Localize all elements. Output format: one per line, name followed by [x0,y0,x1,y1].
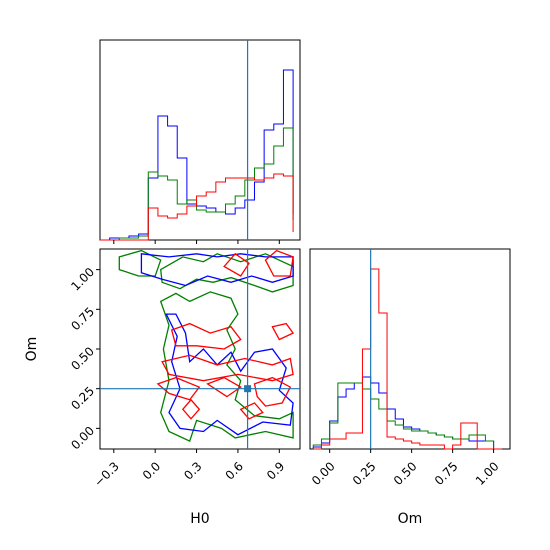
contour-red-9 [161,354,294,382]
contour-red-7 [170,322,242,350]
h0-xtick-label: 0.3 [181,459,204,482]
contour-red-13 [181,398,201,420]
h0-hist-red-series [100,173,294,241]
contour-layer [100,249,300,449]
h0-xtick-label: 0.9 [264,459,287,482]
contour-blue-3 [140,253,294,287]
tick-layer: −0.3 0.0 0.3 0.6 0.9 0.00 0.25 0.50 0.75 1.00 0.00… [68,240,502,490]
contour-red-14 [239,402,264,420]
om-ytick-label: 0.75 [68,305,97,334]
h0-hist-green-series [100,127,294,241]
om-ytick-label: 1.00 [68,265,97,294]
om-xtick-label: 0.00 [309,459,338,488]
om-hist-red-series [313,268,502,450]
contour-truth-marker [244,385,252,393]
h0-histogram-panel [99,39,301,241]
contour-red-11 [206,376,242,398]
h0-histogram-layer [100,40,294,241]
h0-xtick-label: 0.6 [223,459,246,482]
contour-green-0 [118,249,162,277]
x-axis-label-om: Om [398,511,423,527]
om-ytick-label: 0.50 [68,344,97,373]
h0-xtick-label: 0.0 [140,459,163,482]
contour-green-2 [159,291,294,442]
contour-blue-4 [165,313,294,436]
om-xtick-label: 0.75 [432,459,461,488]
contour-red-10 [156,376,201,401]
contour-green-1 [160,253,294,293]
contour-red-5 [264,249,294,277]
om-histogram-panel [309,248,511,450]
om-hist-green-series [312,382,502,450]
om-xtick-label: 0.25 [350,459,379,488]
h0-xtick-label: −0.3 [91,459,122,490]
contour-red-12 [253,376,292,407]
om-ytick-label: 0.25 [68,384,97,413]
om-histogram-layer [312,249,502,450]
contour-red-8 [271,322,295,341]
x-axis-label-h0: H0 [190,511,209,527]
y-axis-label-om: Om [24,337,40,362]
om-hist-blue-series [312,376,502,450]
om-xtick-label: 0.50 [391,459,420,488]
contour-red-6 [223,252,250,277]
om-ytick-label: 0.00 [68,424,97,453]
om-xtick-label: 1.00 [473,459,502,488]
h0-hist-blue-series [100,69,294,241]
